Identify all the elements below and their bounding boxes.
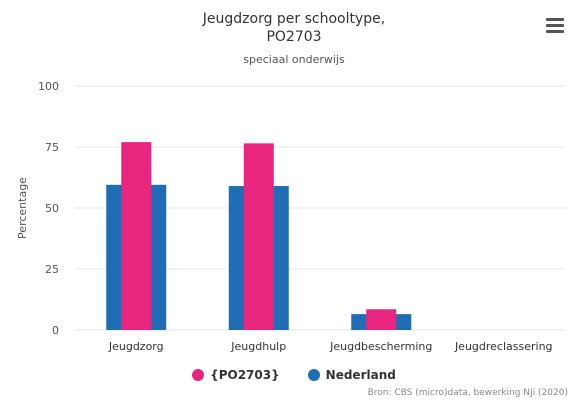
chart-legend: {PO2703} Nederland [0,368,588,384]
chart-title-line-1: Jeugdzorg per schooltype, [202,11,386,27]
x-tick-label: Jeugdbescherming [329,340,432,353]
y-axis-label: Percentage [16,177,29,239]
y-tick-label: 0 [52,324,59,337]
hamburger-menu-icon[interactable] [546,18,566,34]
bar-po2703[interactable] [243,143,274,330]
chart-credits: Bron: CBS (micro)data, bewerking NJi (20… [367,388,568,398]
y-tick-label: 100 [38,80,59,93]
chart-title: Jeugdzorg per schooltype, PO2703 [0,10,588,46]
x-tick-label: Jeugdzorg [108,340,164,353]
legend-item[interactable]: {PO2703} [192,368,280,382]
y-tick-label: 25 [45,263,59,276]
bar-po2703[interactable] [366,309,397,330]
y-tick-label: 75 [45,141,59,154]
bar-po2703[interactable] [121,142,152,330]
legend-item[interactable]: Nederland [307,368,396,382]
y-tick-label: 50 [45,202,59,215]
chart-title-line-2: PO2703 [266,29,322,45]
x-tick-label: Jeugdhulp [230,340,286,353]
legend-marker [192,369,205,381]
legend-label: {PO2703} [210,368,280,382]
chart-subtitle: speciaal onderwijs [243,53,345,66]
x-tick-label: Jeugdreclassering [454,340,553,353]
legend-marker [307,369,320,381]
legend-label: Nederland [325,368,396,382]
